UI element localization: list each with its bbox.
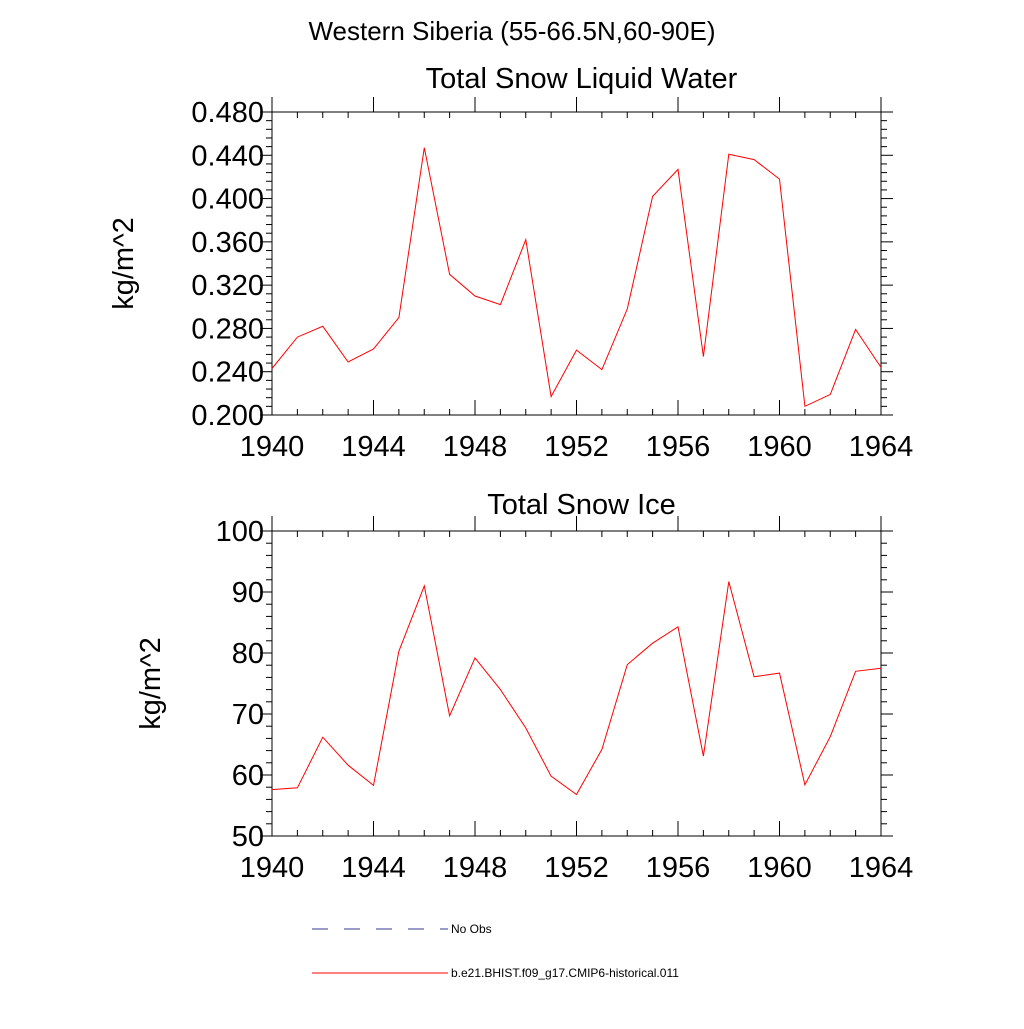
chart1-xtick-label: 1964: [849, 431, 914, 463]
legend-label: b.e21.BHIST.f09_g17.CMIP6-historical.011: [451, 966, 679, 980]
chart2-xtick-label: 1948: [443, 852, 508, 884]
chart1-ytick-label: 0.400: [191, 184, 264, 216]
legend: No Obs b.e21.BHIST.f09_g17.CMIP6-historic…: [312, 922, 679, 980]
chart2-xtick-label: 1956: [646, 852, 711, 884]
chart2-ytick-label: 90: [232, 577, 264, 609]
chart1-ytick-label: 0.280: [191, 313, 264, 345]
chart1-xtick-label: 1948: [443, 431, 508, 463]
chart2-xtick-label: 1964: [849, 852, 914, 884]
chart1-ytick-label: 0.200: [191, 400, 264, 432]
chart1-xtick-label: 1952: [544, 431, 609, 463]
chart2-panel: Total Snow Ice kg/m^2 1940 1944 1948 1952 1956…: [135, 489, 913, 884]
chart2-ytick-label: 80: [232, 638, 264, 670]
chart1-xtick-label: 1944: [341, 431, 406, 463]
chart2-title: Total Snow Ice: [487, 489, 676, 521]
chart1-xtick-label: 1960: [747, 431, 812, 463]
chart2-xtick-label: 1952: [544, 852, 609, 884]
chart2-ytick-label: 50: [232, 821, 264, 853]
chart1-xtick-label: 1940: [240, 431, 305, 463]
chart1-plot-frame: [271, 111, 882, 416]
chart1-series-line-1: [271, 147, 882, 408]
chart2-plot-frame: [271, 530, 882, 837]
chart1-ytick-label: 0.440: [191, 140, 264, 172]
chart2-xtick-label: 1944: [341, 852, 406, 884]
figure-suptitle: Western Siberia (55-66.5N,60-90E): [308, 16, 716, 46]
chart1-ytick-label: 0.240: [191, 357, 264, 389]
chart2-ytick-label: 100: [216, 516, 264, 548]
chart2-ytick-label: 70: [232, 699, 264, 731]
chart2-xtick-label: 1940: [240, 852, 305, 884]
chart2-xtick-label: 1960: [747, 852, 812, 884]
legend-label: No Obs: [451, 922, 492, 936]
chart1-title: Total Snow Liquid Water: [426, 63, 738, 95]
chart2-ylabel: kg/m^2: [135, 637, 167, 730]
chart1-ytick-label: 0.480: [191, 97, 264, 129]
chart1-panel: Total Snow Liquid Water kg/m^2 1940 1944 194…: [108, 63, 913, 463]
chart2-ytick-label: 60: [232, 760, 264, 792]
chart1-ylabel: kg/m^2: [108, 217, 140, 310]
chart1-ytick-label: 0.320: [191, 270, 264, 302]
chart1-xtick-label: 1956: [646, 431, 711, 463]
chart2-series-line-1: [271, 581, 882, 796]
chart1-ytick-label: 0.360: [191, 227, 264, 259]
